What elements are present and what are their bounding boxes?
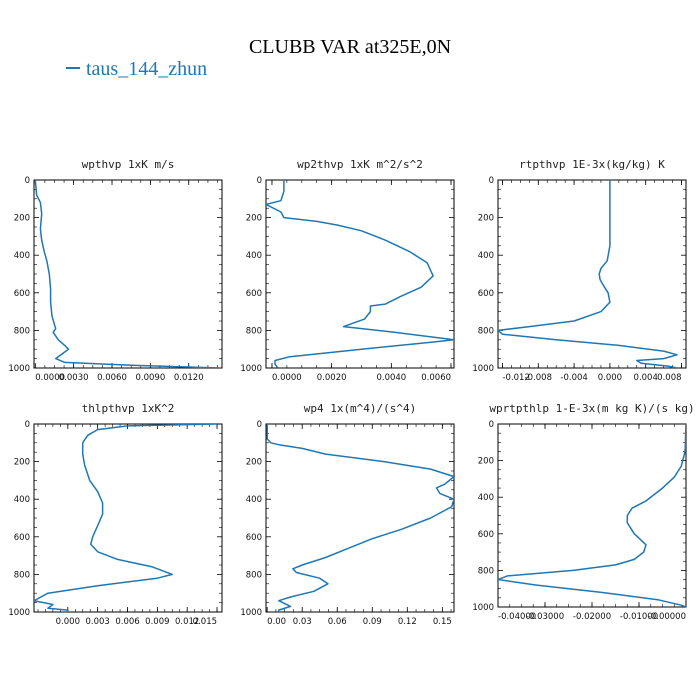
x-tick-label: 0.12: [398, 617, 417, 627]
x-tick-label: 0.0060: [97, 373, 127, 383]
y-tick-label: 200: [14, 214, 30, 224]
chart-panel-1: wpthvp 1xK m/s020040060080010000.00000.0…: [8, 158, 223, 383]
x-tick-label: 0.015: [193, 617, 217, 627]
plot-frame: [497, 179, 687, 369]
x-tick-label: 0.000: [56, 617, 80, 627]
y-tick-label: 1000: [8, 608, 30, 618]
y-tick-label: 800: [246, 570, 262, 580]
x-tick-label: -0.00000: [648, 612, 686, 622]
plot-frame: [497, 423, 687, 608]
y-tick-label: 0: [489, 176, 494, 186]
y-tick-label: 800: [14, 326, 30, 336]
y-tick-label: 400: [14, 495, 30, 505]
y-tick-label: 200: [14, 458, 30, 468]
legend-label: taus_144_zhun: [86, 58, 208, 80]
y-tick-label: 400: [478, 493, 494, 503]
x-tick-label: 0.00: [267, 617, 286, 627]
y-tick-label: 0: [25, 420, 30, 430]
y-tick-label: 400: [246, 495, 262, 505]
series-line: [266, 424, 454, 612]
y-tick-label: 400: [14, 251, 30, 261]
x-tick-label: 0.0000: [272, 373, 302, 383]
y-tick-label: 400: [478, 251, 494, 261]
x-tick-label: 0.03: [293, 617, 312, 627]
y-tick-label: 1000: [472, 364, 494, 374]
panel-title: wprtpthlp 1-E-3x(m kg K)/(s kg): [489, 402, 694, 415]
x-tick-label: 0.003: [85, 617, 109, 627]
y-tick-label: 0: [489, 420, 494, 430]
x-tick-label: 0.012: [175, 617, 199, 627]
y-tick-label: 800: [478, 566, 494, 576]
x-tick-label: -0.02000: [573, 612, 611, 622]
panel-title: rtpthvp 1E-3x(kg/kg) K: [519, 158, 665, 171]
x-tick-label: 0.0090: [136, 373, 166, 383]
panel-title: wpthvp 1xK m/s: [82, 158, 175, 171]
chart-panel-2: wp2thvp 1xK m^2/s^2 0 200 400 600 800 1000 0.00…: [240, 158, 455, 383]
x-tick-label: -0.008: [525, 373, 552, 383]
panel-title: wp2thvp 1xK m^2/s^2: [297, 158, 423, 171]
x-tick-label: 0.09: [363, 617, 382, 627]
y-tick-label: 800: [14, 570, 30, 580]
legend-line-swatch: [66, 67, 80, 70]
chart-panel-4: thlpthvp 1xK^2 0 200 400 600 800 1000 0.000 0.00…: [8, 402, 223, 627]
chart-title: CLUBB VAR at325E,0N: [248, 36, 452, 58]
x-tick-label: 0.000: [598, 373, 622, 383]
series-line: [34, 424, 218, 612]
x-tick-label: 0.0020: [317, 373, 347, 383]
plot-frame: [33, 423, 223, 613]
y-tick-label: 200: [478, 457, 494, 467]
x-tick-label: 0.0120: [174, 373, 204, 383]
x-tick-label: 0.15: [433, 617, 452, 627]
x-tick-label: 0.008: [657, 373, 681, 383]
y-tick-label: 200: [246, 214, 262, 224]
x-tick-label: -0.01000: [620, 612, 658, 622]
chart-panel-3: rtpthvp 1E-3x(kg/kg) K02004006008001000-…: [472, 158, 687, 383]
x-tick-label: 0.006: [115, 617, 139, 627]
legend: taus_144_zhun: [66, 58, 207, 81]
x-tick-label: 0.009: [145, 617, 169, 627]
y-tick-label: 600: [478, 289, 494, 299]
x-tick-label: 0.004: [634, 373, 658, 383]
y-tick-label: 1000: [8, 364, 30, 374]
y-tick-label: 600: [246, 289, 262, 299]
y-tick-label: 1000: [240, 608, 262, 618]
y-tick-label: 0: [257, 176, 262, 186]
y-tick-label: 600: [14, 289, 30, 299]
chart-panel-6: wprtpthlp 1-E-3x(m kg K)/(s kg) 0 200 400 60…: [472, 402, 694, 622]
plot-frame: [33, 179, 223, 369]
x-tick-label: 0.06: [328, 617, 347, 627]
y-tick-label: 600: [14, 533, 30, 543]
y-tick-label: 0: [257, 420, 262, 430]
panel-title: thlpthvp 1xK^2: [82, 402, 175, 415]
y-tick-label: 400: [246, 251, 262, 261]
y-tick-label: 1000: [472, 603, 494, 613]
plot-frame: [265, 179, 455, 369]
y-tick-label: 200: [246, 458, 262, 468]
y-tick-label: 600: [478, 530, 494, 540]
series-line: [34, 180, 221, 368]
x-tick-label: -0.012: [502, 373, 529, 383]
y-tick-label: 0: [25, 176, 30, 186]
panel-title: wp4 1x(m^4)/(s^4): [304, 402, 417, 415]
y-tick-label: 800: [478, 326, 494, 336]
x-tick-label: -0.03000: [526, 612, 564, 622]
x-tick-label: 0.0030: [59, 373, 89, 383]
chart-panel-5: wp4 1x(m^4)/(s^4) 0 200 400 600 800 1000 0.00 0.…: [240, 402, 455, 627]
x-tick-label: -0.04000: [498, 612, 536, 622]
series-line: [266, 180, 454, 368]
plot-frame: [265, 423, 455, 613]
y-tick-label: 800: [246, 326, 262, 336]
y-tick-label: 200: [478, 214, 494, 224]
series-line: [498, 424, 686, 607]
x-tick-label: 0.0040: [376, 373, 406, 383]
x-tick-label: -0.004: [560, 373, 587, 383]
y-tick-label: 1000: [240, 364, 262, 374]
series-line: [498, 180, 678, 368]
x-tick-label: 0.0060: [421, 373, 451, 383]
x-tick-label: 0.0000: [35, 373, 65, 383]
y-tick-label: 600: [246, 533, 262, 543]
